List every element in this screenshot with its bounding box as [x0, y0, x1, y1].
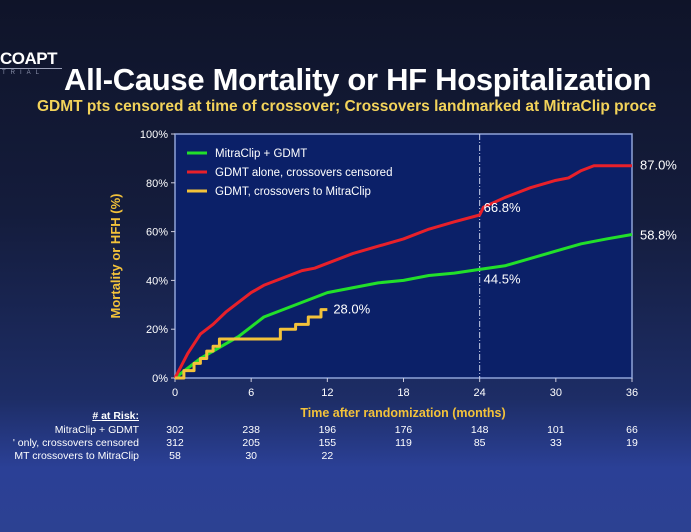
- legend-label-1: MitraClip + GDMT: [215, 148, 307, 160]
- slide-title: All-Cause Mortality or HF Hospitalizatio…: [64, 62, 652, 97]
- at-risk-value: 196: [318, 424, 337, 436]
- x-axis-label: Time after randomization (months): [300, 406, 505, 420]
- legend-label-3: GDMT, crossovers to MitraClip: [215, 186, 371, 198]
- at-risk-value: 30: [245, 450, 257, 462]
- x-tick-label: 12: [321, 387, 333, 399]
- at-risk-header: # at Risk:: [92, 410, 139, 422]
- at-risk-value: 101: [547, 424, 565, 436]
- at-risk-row-label: ' only, crossovers censored: [12, 437, 139, 449]
- at-risk-value: 66: [626, 424, 638, 436]
- at-risk-value: 312: [166, 437, 184, 449]
- y-tick-label: 0%: [152, 373, 168, 385]
- series-line-1: [174, 233, 633, 380]
- at-risk-value: 205: [242, 437, 260, 449]
- x-tick-label: 36: [626, 387, 638, 399]
- at-risk-value: 85: [473, 437, 486, 449]
- at-risk-value: 19: [626, 437, 638, 449]
- x-tick-label: 18: [397, 387, 409, 399]
- y-tick-label: 40%: [146, 275, 168, 287]
- annotation-label: 44.5%: [484, 271, 521, 286]
- at-risk-value: 22: [321, 450, 334, 462]
- at-risk-value: 302: [166, 424, 184, 436]
- at-risk-value: 119: [395, 437, 412, 449]
- coapt-logo-sub: TRIAL: [2, 70, 45, 76]
- at-risk-value: 238: [242, 424, 260, 436]
- slide-subtitle: GDMT pts censored at time of crossover; …: [37, 98, 657, 115]
- logo-divider: [0, 68, 62, 69]
- at-risk-value: 148: [470, 424, 489, 436]
- y-tick-label: 60%: [146, 227, 168, 239]
- at-risk-value: 176: [394, 424, 413, 436]
- coapt-logo: COAPT: [0, 49, 58, 68]
- x-tick-label: 30: [550, 387, 562, 399]
- y-tick-label: 100%: [140, 129, 168, 141]
- annotation-label: 28.0%: [333, 302, 370, 317]
- annotation-label: 66.8%: [484, 200, 521, 215]
- x-tick-label: 6: [248, 387, 254, 399]
- at-risk-row-label: MT crossovers to MitraClip: [14, 450, 139, 462]
- y-axis-label: Mortality or HFH (%): [108, 194, 123, 319]
- x-tick-label: 0: [172, 387, 178, 399]
- annotation-label: 87.0%: [640, 158, 677, 173]
- at-risk-value: 33: [549, 437, 562, 449]
- x-tick-label: 24: [474, 387, 486, 399]
- series-line-3: [175, 308, 328, 380]
- annotation-label: 58.8%: [640, 228, 677, 243]
- y-tick-label: 20%: [146, 324, 168, 336]
- at-risk-value: 58: [169, 450, 181, 462]
- series-line-2: [173, 164, 632, 379]
- at-risk-row-label: MitraClip + GDMT: [54, 424, 139, 436]
- legend-label-2: GDMT alone, crossovers censored: [215, 167, 392, 179]
- at-risk-value: 155: [318, 437, 337, 449]
- y-tick-label: 80%: [146, 178, 168, 190]
